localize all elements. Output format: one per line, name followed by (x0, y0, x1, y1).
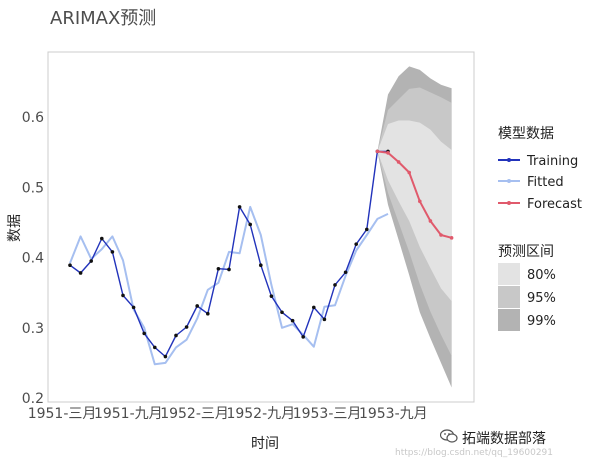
legend-marker-fitted (507, 179, 511, 183)
legend-title-intervals: 预测区间 (498, 244, 554, 260)
legend-label-99: 99% (527, 314, 556, 329)
data-point-training (301, 335, 306, 339)
legend-label-fitted: Fitted (527, 175, 564, 190)
watermark-url: https://blog.csdn.net/qq_19600291 (395, 448, 554, 458)
data-point-training (248, 222, 252, 227)
data-point-training (280, 310, 284, 315)
data-point-training (184, 325, 189, 329)
data-point-training (237, 205, 242, 209)
legend-title-model: 模型数据 (498, 126, 554, 142)
y-tick-label: 0.4 (22, 251, 44, 267)
data-point-training (216, 266, 221, 271)
series-lines (68, 149, 454, 366)
y-tick-label: 0.5 (22, 180, 44, 196)
data-point-training (322, 317, 327, 322)
data-point-forecast (428, 219, 433, 223)
y-axis-ticks: 0.2 0.3 0.4 0.5 0.6 (22, 110, 44, 407)
data-point-forecast (439, 233, 443, 237)
x-tick-label: 1953-三月 (293, 406, 362, 422)
data-point-forecast (396, 160, 401, 164)
series-line-forecast (377, 150, 452, 239)
interval-band-80 (377, 120, 452, 302)
legend-item-fitted: Fitted (498, 175, 564, 190)
data-point-training (259, 263, 263, 268)
legend-item-training: Training (498, 154, 578, 169)
data-point-training (343, 270, 348, 275)
data-point-forecast (418, 199, 422, 204)
legend-item-99: 99% (498, 309, 556, 331)
data-point-training (163, 354, 168, 359)
legend-swatch-80 (498, 263, 520, 285)
y-tick-label: 0.3 (22, 321, 44, 337)
legend-label-95: 95% (527, 291, 556, 306)
data-point-forecast (449, 236, 454, 240)
data-point-training (312, 305, 316, 310)
wechat-icon (440, 429, 458, 443)
data-point-training (89, 259, 93, 263)
data-point-training (142, 331, 146, 336)
legend-swatch-99 (498, 309, 520, 331)
interval-bands (377, 66, 452, 388)
data-point-training (110, 250, 115, 254)
data-point-training (269, 294, 274, 298)
x-tick-label: 1951-三月 (28, 406, 97, 422)
data-point-training (365, 227, 369, 232)
data-point-training (131, 305, 136, 310)
series-line-fitted (69, 205, 389, 366)
x-axis-label: 时间 (251, 436, 279, 452)
data-point-training (290, 318, 295, 323)
legend-label-training: Training (526, 154, 578, 169)
legend-marker-forecast (507, 201, 511, 205)
data-point-forecast (375, 149, 380, 154)
x-axis-ticks: 1951-三月1951-九月1952-三月1952-九月1953-三月1953-… (28, 406, 428, 422)
legend-marker-training (507, 158, 511, 162)
watermark-brand: 拓端数据部落 (462, 431, 546, 447)
y-tick-label: 0.6 (22, 110, 44, 126)
data-point-forecast (407, 170, 412, 175)
data-point-training (68, 263, 72, 268)
chart-title: ARIMAX预测 (50, 8, 157, 29)
data-point-training (195, 304, 199, 308)
legend-label-forecast: Forecast (527, 197, 582, 212)
x-tick-label: 1952-三月 (160, 406, 229, 422)
data-point-training (227, 267, 231, 272)
x-tick-label: 1952-九月 (226, 406, 295, 422)
data-point-training (78, 271, 83, 275)
plot-frame (47, 51, 475, 403)
x-tick-label: 1953-九月 (359, 406, 428, 422)
data-point-training (121, 293, 125, 298)
y-tick-label: 0.2 (22, 391, 44, 407)
y-axis-label: 数据 (7, 214, 23, 242)
x-tick-label: 1951-九月 (94, 406, 163, 422)
data-point-forecast (386, 151, 390, 155)
data-point-training (153, 345, 157, 350)
legend-label-80: 80% (527, 268, 556, 283)
data-point-training (206, 311, 210, 316)
data-point-training (174, 333, 178, 338)
legend-item-95: 95% (498, 286, 556, 308)
data-point-training (100, 236, 104, 241)
data-point-training (333, 283, 337, 287)
data-point-training (354, 242, 359, 246)
legend-item-forecast: Forecast (498, 197, 582, 212)
legend-swatch-95 (498, 286, 520, 308)
legend-item-80: 80% (498, 263, 556, 285)
